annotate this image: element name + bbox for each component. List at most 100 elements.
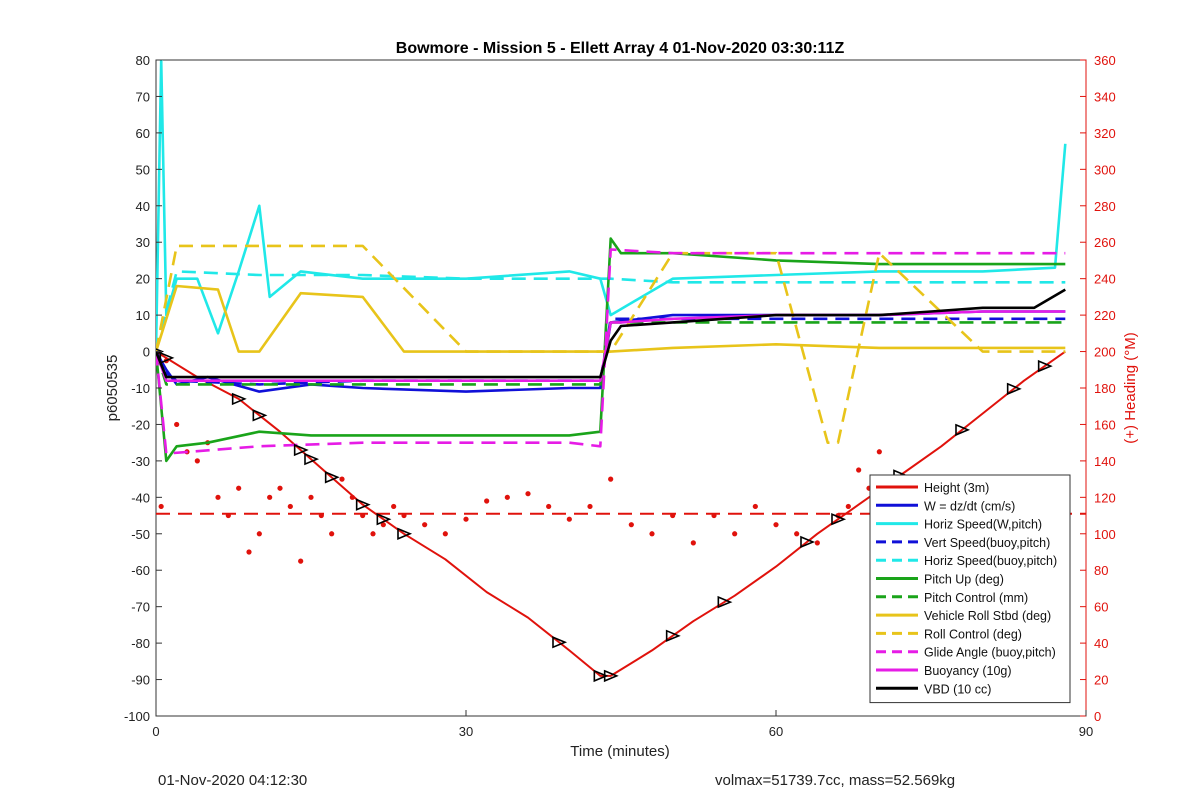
height-marker (293, 443, 309, 457)
series-line-5 (156, 237, 1066, 463)
height-marker (159, 351, 175, 365)
heading-point (401, 512, 407, 519)
heading-point (267, 494, 273, 500)
heading-point (318, 512, 324, 519)
height-marker (252, 409, 268, 422)
y-tick-label: -90 (131, 673, 150, 688)
y-tick-label: 30 (136, 235, 150, 250)
heading-point (339, 476, 345, 482)
heading-point (391, 503, 397, 510)
height-marker (955, 423, 971, 437)
x-tick-label: 60 (769, 724, 783, 739)
legend-label: VBD (10 cc) (924, 682, 991, 696)
y2-tick-label: 280 (1094, 199, 1116, 214)
heading-point (711, 512, 717, 519)
heading-point (546, 503, 552, 510)
y-tick-label: -80 (131, 636, 150, 651)
y-tick-label: -50 (131, 527, 150, 542)
heading-point (649, 531, 655, 537)
y-tick-label: 40 (136, 199, 150, 214)
y2-tick-label: 140 (1094, 454, 1116, 469)
y-tick-label: 10 (136, 308, 150, 323)
heading-point (732, 531, 738, 537)
x-axis-label: Time (minutes) (570, 743, 669, 760)
y-tick-label: 70 (136, 89, 150, 104)
footer-vehicle-info: volmax=51739.7cc, mass=52.569kg (715, 772, 956, 789)
heading-point (814, 540, 820, 546)
y2-tick-label: 240 (1094, 272, 1116, 287)
heading-point (246, 549, 252, 555)
heading-point (308, 494, 314, 500)
heading-point (329, 531, 335, 537)
plot-area: 80706050403020100-10-20-30-40-50-60-70-8… (124, 53, 1116, 739)
height-marker (603, 669, 619, 683)
x-tick-label: 0 (152, 724, 159, 739)
heading-point (236, 485, 242, 491)
y2-tick-label: 120 (1094, 490, 1116, 505)
y-tick-label: -60 (131, 563, 150, 578)
height-marker (717, 595, 733, 609)
legend-label: Pitch Up (deg) (924, 573, 1004, 587)
heading-point (194, 458, 200, 464)
heading-point (752, 503, 758, 510)
heading-point (670, 512, 676, 519)
y-tick-label: -30 (131, 454, 150, 469)
height-marker (593, 669, 609, 683)
series-line-4 (156, 270, 1066, 352)
legend-label: Buoyancy (10g) (924, 664, 1012, 678)
x-tick-label: 30 (459, 724, 473, 739)
height-marker (304, 452, 320, 466)
y-tick-label: 60 (136, 126, 150, 141)
legend-label: Glide Angle (buoy,pitch) (924, 646, 1056, 660)
height-marker (355, 498, 371, 511)
heading-point (370, 531, 376, 537)
heading-point (856, 467, 862, 473)
y2-tick-label: 360 (1094, 53, 1116, 68)
y2-tick-label: 340 (1094, 89, 1116, 104)
y2-tick-label: 0 (1094, 709, 1101, 724)
height-marker (665, 629, 681, 643)
x-tick-label: 90 (1079, 724, 1093, 739)
y2-tick-label: 80 (1094, 563, 1108, 578)
legend: Height (3m) W = dz/dt (cm/s) Horiz Speed(W… (869, 474, 1071, 704)
heading-point (525, 491, 531, 497)
heading-point (690, 540, 696, 546)
y2-tick-label: 260 (1094, 235, 1116, 250)
heading-point (773, 522, 779, 528)
heading-point (628, 522, 634, 528)
heading-point (174, 421, 180, 428)
y2-tick-label: 100 (1094, 527, 1116, 542)
y2-tick-label: 40 (1094, 636, 1108, 651)
y-tick-label: 0 (143, 345, 150, 360)
data-layer (156, 60, 1086, 683)
heading-point (287, 503, 293, 510)
y-axis-label: p6050535 (104, 355, 121, 422)
y2-tick-label: 180 (1094, 381, 1116, 396)
legend-label: Roll Control (deg) (924, 627, 1022, 641)
y-tick-label: -40 (131, 490, 150, 505)
legend-label: Horiz Speed(W,pitch) (924, 518, 1042, 532)
height-marker (831, 513, 847, 526)
y2-tick-label: 60 (1094, 600, 1108, 615)
height-marker (231, 392, 247, 406)
heading-point (158, 503, 164, 510)
y-tick-label: 80 (136, 53, 150, 68)
heading-point (442, 531, 448, 537)
y-tick-label: -20 (131, 417, 150, 432)
y2-tick-label: 160 (1094, 417, 1116, 432)
height-marker (800, 535, 816, 549)
heading-point (608, 476, 614, 482)
heading-point (380, 522, 386, 528)
heading-point (277, 485, 283, 491)
y-tick-label: -10 (131, 381, 150, 396)
series-line-2 (156, 60, 1067, 352)
legend-label: Height (3m) (924, 481, 989, 495)
height-marker (397, 527, 413, 540)
heading-point (566, 516, 572, 522)
y-tick-label: 50 (136, 162, 150, 177)
legend-box (869, 474, 1071, 704)
heading-point (422, 522, 428, 528)
height-marker (376, 513, 392, 526)
heading-point (794, 531, 800, 537)
height-marker (1006, 382, 1022, 396)
